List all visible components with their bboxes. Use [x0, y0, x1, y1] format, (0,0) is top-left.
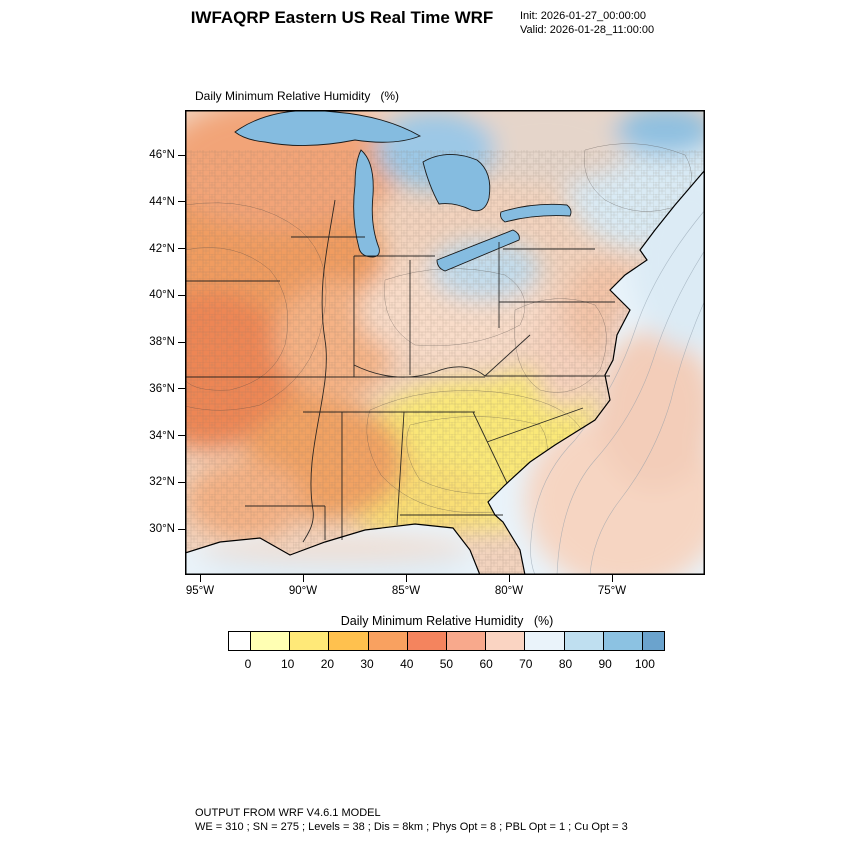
lat-tick-label: 38°N [149, 336, 175, 348]
colorbar-segment [250, 632, 290, 650]
great-lakes [234, 110, 572, 272]
coastline [185, 169, 705, 575]
colorbar-segment [563, 632, 603, 650]
model-info-line2: WE = 310 ; SN = 275 ; Levels = 38 ; Dis … [195, 821, 628, 833]
colorbar-tick-label: 100 [634, 657, 655, 671]
lat-tick: 44°N [140, 195, 185, 209]
colorbar-segment [289, 632, 329, 650]
lon-tick: 90°W [283, 575, 323, 597]
init-time-label: Init: 2026-01-27_00:00:00 [520, 10, 646, 22]
lon-tick: 85°W [386, 575, 426, 597]
lon-tick-mark [199, 575, 201, 582]
lake-michigan [353, 149, 380, 258]
field-label: Daily Minimum Relative Humidity (%) [195, 89, 400, 103]
latitude-axis: 46°N 44°N 42°N 40°N 38°N 36°N 34°N 32°N … [140, 148, 185, 536]
lon-tick-label: 95°W [185, 585, 215, 597]
lat-tick-mark [178, 481, 185, 483]
lat-tick-label: 40°N [149, 289, 175, 302]
lake-ontario [500, 203, 572, 223]
lat-tick-mark [178, 154, 185, 156]
lat-tick-mark [178, 528, 185, 530]
colorbar-segment [485, 632, 525, 650]
lon-tick-label: 80°W [494, 585, 524, 597]
lon-tick-mark [508, 575, 510, 582]
colorbar-segment [524, 632, 564, 650]
colorbar-segment [229, 632, 251, 650]
longitude-axis: 95°W 90°W 85°W 80°W 75°W [180, 575, 632, 597]
model-info-line1: OUTPUT FROM WRF V4.6.1 MODEL [195, 807, 381, 819]
lon-tick-label: 90°W [288, 585, 318, 597]
model-info: OUTPUT FROM WRF V4.6.1 MODEL WE = 310 ; … [195, 806, 628, 834]
map-canvas [185, 110, 705, 575]
lake-huron [422, 154, 491, 212]
state-borders [185, 199, 615, 543]
lat-tick: 40°N [140, 288, 185, 302]
lon-tick-label: 85°W [391, 585, 421, 597]
colorbar-tick-label: 10 [281, 657, 295, 671]
valid-time-label: Valid: 2026-01-28_11:00:00 [520, 24, 655, 36]
lat-tick-label: 34°N [149, 429, 175, 442]
map-frame [185, 110, 705, 575]
lat-tick: 42°N [140, 242, 185, 256]
colorbar-tick-label: 50 [439, 657, 454, 671]
lake-erie [436, 229, 520, 272]
lat-tick-label: 42°N [149, 242, 175, 255]
colorbar-tick-label: 70 [519, 657, 533, 671]
colorbar-segment [642, 632, 665, 650]
lat-tick: 30°N [140, 522, 185, 536]
colorbar-segment [406, 632, 447, 650]
lat-tick-label: 46°N [149, 149, 175, 161]
lat-tick-label: 32°N [149, 476, 175, 489]
lon-tick: 75°W [592, 575, 632, 597]
lat-tick: 36°N [140, 382, 185, 396]
colorbar-segment [367, 632, 407, 650]
lon-tick: 95°W [180, 575, 220, 597]
colorbar-segment [602, 632, 643, 650]
colorbar-tick-label: 90 [598, 657, 612, 671]
lat-tick-mark [178, 294, 185, 296]
colorbar-tick-label: 60 [479, 657, 493, 671]
lat-tick-mark [178, 201, 185, 203]
lat-tick: 32°N [140, 475, 185, 489]
colorbar-segment [328, 632, 368, 650]
colorbar-tick-label: 20 [320, 657, 335, 671]
lat-tick: 34°N [140, 429, 185, 443]
colorbar-tick-label: 40 [400, 657, 414, 671]
lat-tick-mark [178, 435, 185, 436]
lon-tick-mark [302, 575, 304, 582]
lon-tick-mark [405, 575, 407, 582]
lat-tick: 38°N [140, 335, 185, 349]
lon-tick: 80°W [489, 575, 529, 597]
lon-tick-label: 75°W [597, 585, 627, 597]
run-times: Init: 2026-01-27_00:00:00 Valid: 2026-01… [520, 9, 654, 37]
colorbar-ticks: 0 10 20 30 40 50 60 70 80 90 100 [230, 657, 663, 671]
lat-tick-mark [178, 388, 185, 390]
colorbar-segment [446, 632, 486, 650]
colorbar-tick-label: 0 [244, 657, 252, 671]
lat-tick-mark [178, 248, 185, 249]
ocean-contours [530, 209, 705, 575]
lat-tick-label: 30°N [149, 523, 175, 535]
colorbar [228, 631, 665, 651]
colorbar-tick-label: 30 [360, 657, 374, 671]
lat-tick: 46°N [140, 148, 185, 162]
lat-tick-mark [178, 341, 185, 343]
colorbar-tick-label: 80 [558, 657, 573, 671]
lat-tick-label: 36°N [149, 382, 175, 395]
lon-tick-mark [611, 575, 613, 582]
page-title: IWFAQRP Eastern US Real Time WRF [190, 8, 494, 27]
rh-contour-map [185, 110, 705, 575]
colorbar-title: Daily Minimum Relative Humidity (%) [340, 614, 554, 628]
lat-tick-label: 44°N [149, 195, 175, 208]
